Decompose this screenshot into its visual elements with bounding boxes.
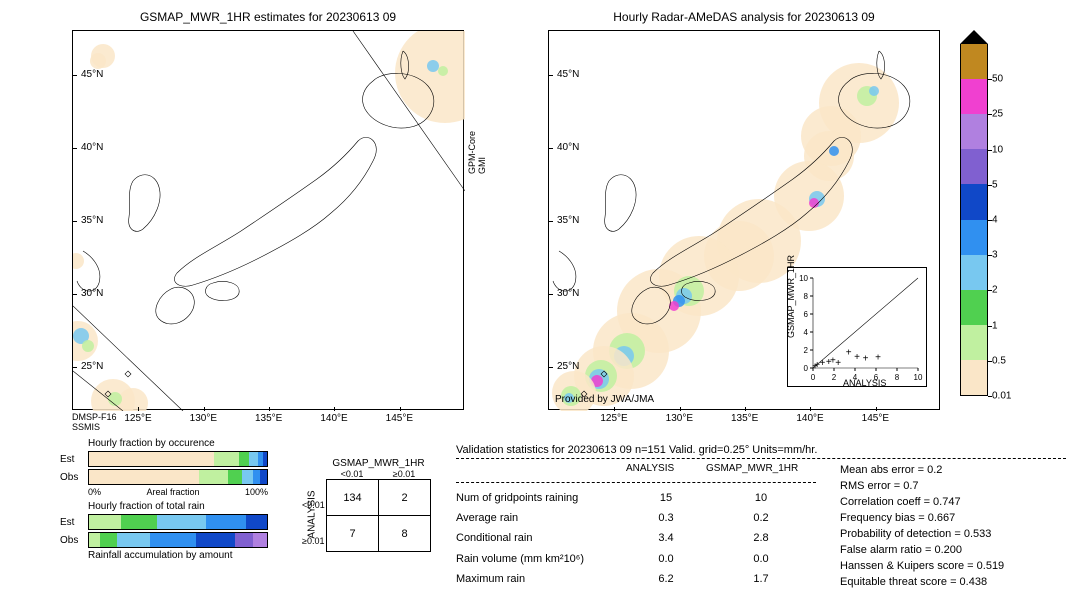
contingency-table: GSMAP_MWR_1HR ANALYSIS <0.01 ≥0.01 <0.01… (288, 458, 431, 559)
stat-label: Num of gridpoints raining (456, 492, 626, 509)
stat-v1: 0.0 (626, 553, 706, 570)
svg-text:+: + (854, 352, 860, 363)
score-row: Equitable threat score = 0.438 (840, 575, 1004, 591)
svg-text:0: 0 (804, 364, 809, 373)
score-row: Hanssen & Kuipers score = 0.519 (840, 559, 1004, 575)
bar-x-label: Areal fraction (146, 487, 199, 497)
stat-label: Rain volume (mm km²10⁶) (456, 553, 626, 570)
accum-title: Rainfall accumulation by amount (88, 550, 280, 561)
cont-cell-00: 134 (327, 480, 379, 516)
colorbar-tick: 50 (992, 74, 1003, 85)
scatter-xlabel: ANALYSIS (843, 378, 886, 388)
occurrence-title: Hourly fraction by occurence (88, 438, 280, 449)
colorbar-tick: 3 (992, 250, 998, 261)
colorbar-tick: 4 (992, 215, 998, 226)
map-attribution: Provided by JWA/JMA (555, 394, 654, 405)
svg-text:+: + (875, 353, 881, 364)
colorbar-tick: 5 (992, 179, 998, 190)
stat-v2: 1.7 (706, 573, 816, 590)
stat-v1: 15 (626, 492, 706, 509)
left-map-title: GSMAP_MWR_1HR estimates for 20230613 09 (72, 10, 464, 24)
row-label-obs: Obs (60, 472, 88, 483)
fraction-bars: Hourly fraction by occurence Est Obs 0% … (60, 438, 280, 561)
swath-label-lower: DMSP-F16SSMIS (72, 412, 117, 432)
row-label-est: Est (60, 454, 88, 465)
svg-text:2: 2 (804, 346, 809, 355)
stats-col1: ANALYSIS (626, 463, 706, 479)
gsmap-map-panel: GPM-CoreGMI 125°E130°E135°E140°E145°E25°… (72, 30, 464, 410)
bar-x-right: 100% (245, 487, 268, 497)
right-map-title: Hourly Radar-AMeDAS analysis for 2023061… (548, 10, 940, 24)
stats-header: Validation statistics for 20230613 09 n=… (456, 444, 1066, 456)
colorbar: 0.010.512345102550 (960, 30, 988, 410)
colorbar-tick: 1 (992, 320, 998, 331)
scatter-inset: ++++++++++ 0246810 0246810 ANALYSIS GSMA… (787, 267, 927, 387)
stat-v1: 0.3 (626, 512, 706, 529)
stat-v2: 2.8 (706, 532, 816, 549)
colorbar-tick: 10 (992, 144, 1003, 155)
stat-label: Maximum rain (456, 573, 626, 590)
svg-text:0: 0 (811, 373, 816, 382)
cont-cell-11: 8 (379, 516, 431, 552)
score-row: RMS error = 0.7 (840, 479, 1004, 495)
stat-v2: 0.2 (706, 512, 816, 529)
score-row: Mean abs error = 0.2 (840, 463, 1004, 479)
total-title: Hourly fraction of total rain (88, 501, 280, 512)
swath-label-upper: GPM-CoreGMI (467, 131, 487, 174)
cont-cell-01: 2 (379, 480, 431, 516)
stat-v2: 10 (706, 492, 816, 509)
contingency-row-header: ANALYSIS (307, 490, 318, 538)
svg-text:+: + (835, 358, 841, 369)
score-row: Correlation coeff = 0.747 (840, 495, 1004, 511)
stats-panel: Validation statistics for 20230613 09 n=… (456, 444, 1066, 591)
svg-text:2: 2 (832, 373, 837, 382)
colorbar-tick: 0.01 (992, 391, 1011, 402)
stat-label: Average rain (456, 512, 626, 529)
scatter-ylabel: GSMAP_MWR_1HR (786, 255, 796, 338)
col-label-0: <0.01 (326, 469, 378, 479)
colorbar-tick: 25 (992, 109, 1003, 120)
stat-v1: 3.4 (626, 532, 706, 549)
score-row: False alarm ratio = 0.200 (840, 543, 1004, 559)
svg-text:+: + (863, 354, 869, 365)
stats-col2: GSMAP_MWR_1HR (706, 463, 816, 479)
cont-cell-10: 7 (327, 516, 379, 552)
score-row: Probability of detection = 0.533 (840, 527, 1004, 543)
stat-v1: 6.2 (626, 573, 706, 590)
left-map-svg (73, 31, 465, 411)
score-row: Frequency bias = 0.667 (840, 511, 1004, 527)
col-label-1: ≥0.01 (378, 469, 430, 479)
colorbar-tick: 2 (992, 285, 998, 296)
svg-text:4: 4 (804, 328, 809, 337)
contingency-col-header: GSMAP_MWR_1HR (326, 458, 431, 469)
svg-text:10: 10 (799, 274, 808, 283)
svg-text:6: 6 (804, 310, 809, 319)
stat-v2: 0.0 (706, 553, 816, 570)
svg-text:8: 8 (804, 292, 809, 301)
radar-map-panel: Provided by JWA/JMA ++++++++++ 0246810 0… (548, 30, 940, 410)
bar-x-left: 0% (88, 487, 101, 497)
svg-text:10: 10 (914, 373, 923, 382)
colorbar-tick: 0.5 (992, 355, 1006, 366)
svg-text:+: + (820, 358, 826, 369)
stat-label: Conditional rain (456, 532, 626, 549)
svg-text:8: 8 (895, 373, 900, 382)
svg-text:+: + (846, 347, 852, 358)
